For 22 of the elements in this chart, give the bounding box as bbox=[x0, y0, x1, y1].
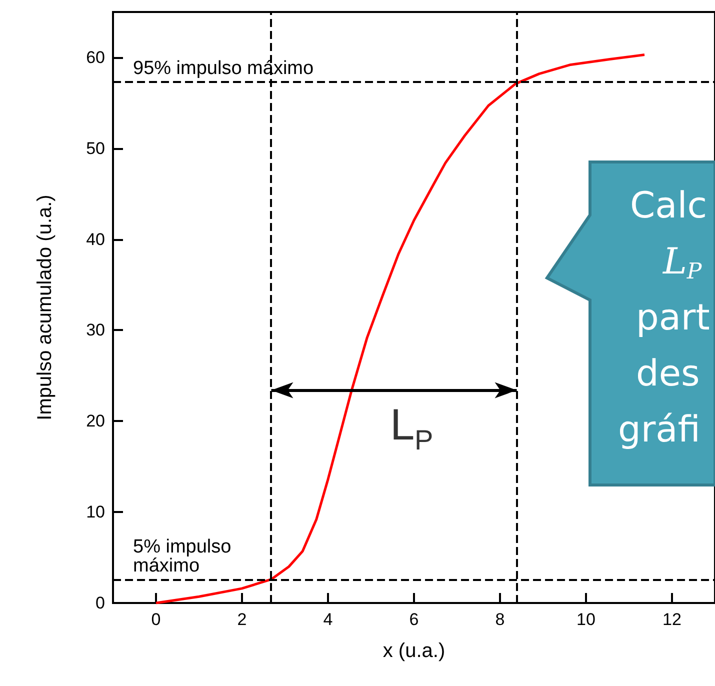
y-tick-label: 0 bbox=[96, 594, 105, 612]
y-tick-label: 60 bbox=[86, 48, 105, 67]
y-tick-label: 10 bbox=[86, 502, 105, 522]
ref-line-label: 95% impulso máximo bbox=[133, 58, 314, 80]
annotation: part bbox=[636, 298, 710, 338]
x-tick-label: 8 bbox=[495, 610, 505, 629]
x-axis-title: x (u.a.) bbox=[382, 640, 446, 662]
annotation: gráfi bbox=[618, 410, 700, 450]
ref-line-label: 5% impulso máximo bbox=[133, 536, 236, 576]
annotation: des bbox=[636, 354, 700, 394]
y-tick-label: 50 bbox=[86, 138, 105, 158]
x-tick-label: 10 bbox=[576, 610, 596, 629]
x-tick-label: 12 bbox=[662, 610, 682, 629]
y-tick-label: 20 bbox=[86, 412, 105, 431]
y-tick-label: 30 bbox=[86, 320, 105, 340]
x-tick-label: 4 bbox=[323, 610, 333, 629]
x-tick-label: 0 bbox=[151, 610, 161, 629]
y-axis-title: Impulso acumulado (u.a.) bbox=[34, 194, 56, 420]
annotation: Calc bbox=[630, 186, 707, 226]
x-tick-label: 2 bbox=[237, 610, 247, 629]
x-tick-label: 6 bbox=[409, 610, 419, 629]
y-tick-label: 40 bbox=[86, 230, 105, 249]
